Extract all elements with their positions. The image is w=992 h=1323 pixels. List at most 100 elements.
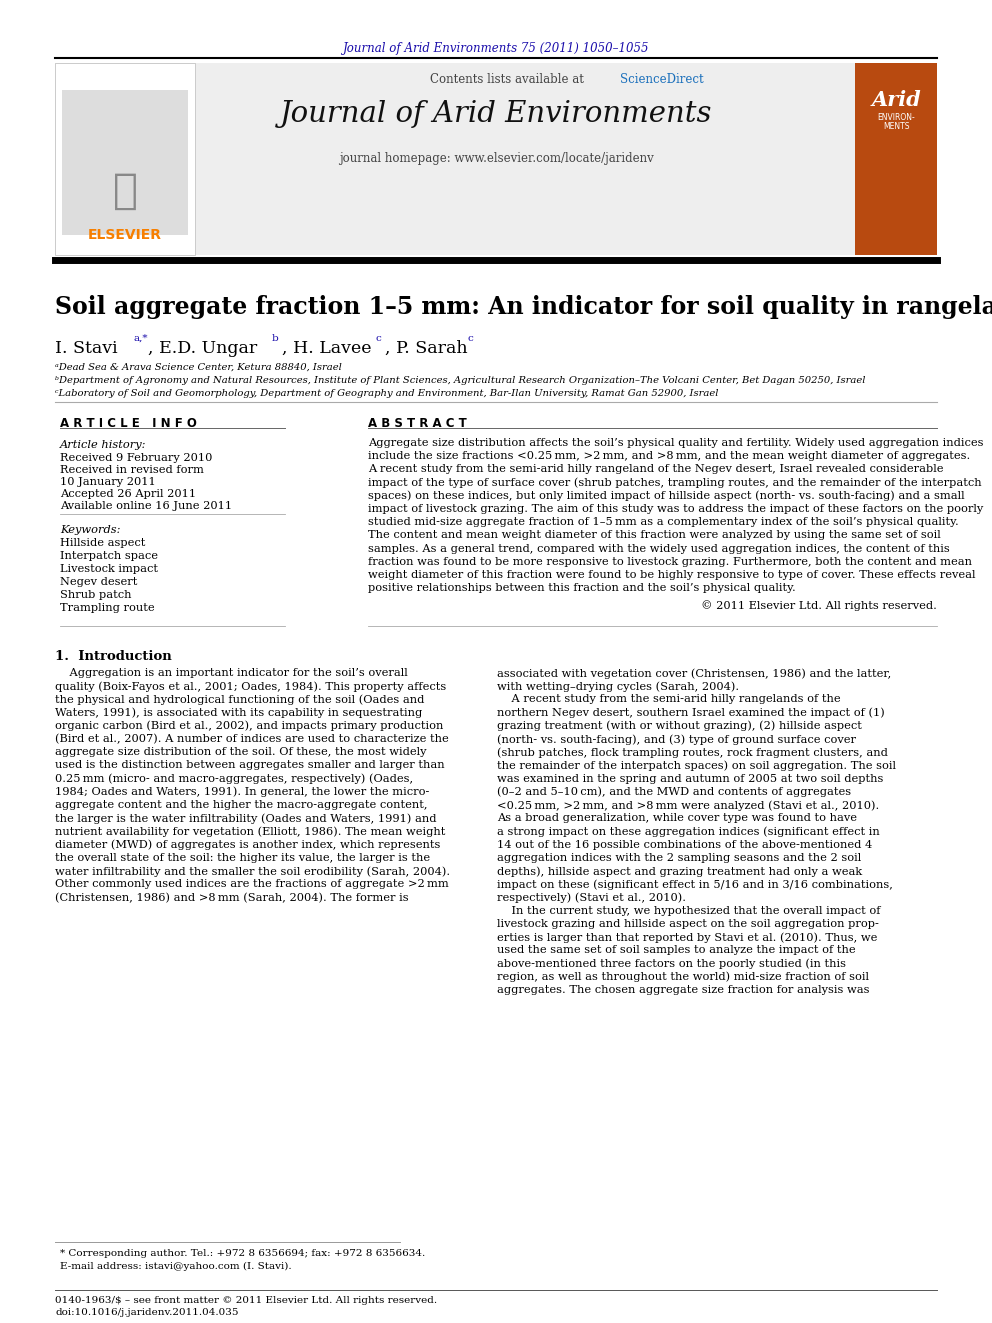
Text: with wetting–drying cycles (Sarah, 2004).: with wetting–drying cycles (Sarah, 2004)… xyxy=(497,681,739,692)
Text: aggregate size distribution of the soil. Of these, the most widely: aggregate size distribution of the soil.… xyxy=(55,747,427,757)
Text: weight diameter of this fraction were found to be highly responsive to type of c: weight diameter of this fraction were fo… xyxy=(368,570,975,579)
Text: A R T I C L E   I N F O: A R T I C L E I N F O xyxy=(60,417,196,430)
Text: Keywords:: Keywords: xyxy=(60,525,120,534)
Bar xyxy=(855,64,937,255)
Text: erties is larger than that reported by Stavi et al. (2010). Thus, we: erties is larger than that reported by S… xyxy=(497,931,877,942)
Text: Arid: Arid xyxy=(871,90,921,110)
Text: the remainder of the interpatch spaces) on soil aggregation. The soil: the remainder of the interpatch spaces) … xyxy=(497,761,896,771)
Text: diameter (MWD) of aggregates is another index, which represents: diameter (MWD) of aggregates is another … xyxy=(55,840,440,851)
Text: Available online 16 June 2011: Available online 16 June 2011 xyxy=(60,501,232,511)
Text: journal homepage: www.elsevier.com/locate/jaridenv: journal homepage: www.elsevier.com/locat… xyxy=(338,152,654,165)
Text: 1984; Oades and Waters, 1991). In general, the lower the micro-: 1984; Oades and Waters, 1991). In genera… xyxy=(55,787,430,798)
Text: 14 out of the 16 possible combinations of the above-mentioned 4: 14 out of the 16 possible combinations o… xyxy=(497,840,872,849)
Text: Journal of Arid Environments 75 (2011) 1050–1055: Journal of Arid Environments 75 (2011) 1… xyxy=(343,42,649,56)
Text: above-mentioned three factors on the poorly studied (in this: above-mentioned three factors on the poo… xyxy=(497,958,846,968)
Text: fraction was found to be more responsive to livestock grazing. Furthermore, both: fraction was found to be more responsive… xyxy=(368,557,972,566)
Text: nutrient availability for vegetation (Elliott, 1986). The mean weight: nutrient availability for vegetation (El… xyxy=(55,827,445,837)
Text: spaces) on these indices, but only limited impact of hillside aspect (north- vs.: spaces) on these indices, but only limit… xyxy=(368,491,964,501)
Text: (shrub patches, flock trampling routes, rock fragment clusters, and: (shrub patches, flock trampling routes, … xyxy=(497,747,888,758)
Text: As a broad generalization, while cover type was found to have: As a broad generalization, while cover t… xyxy=(497,814,857,823)
Text: respectively) (Stavi et al., 2010).: respectively) (Stavi et al., 2010). xyxy=(497,893,686,904)
Text: (0–2 and 5–10 cm), and the MWD and contents of aggregates: (0–2 and 5–10 cm), and the MWD and conte… xyxy=(497,787,851,798)
Text: quality (Boix-Fayos et al., 2001; Oades, 1984). This property affects: quality (Boix-Fayos et al., 2001; Oades,… xyxy=(55,681,446,692)
Text: organic carbon (Bird et al., 2002), and impacts primary production: organic carbon (Bird et al., 2002), and … xyxy=(55,721,443,732)
Text: ELSEVIER: ELSEVIER xyxy=(88,228,162,242)
Text: , P. Sarah: , P. Sarah xyxy=(385,340,467,357)
Text: Received in revised form: Received in revised form xyxy=(60,464,204,475)
Text: 10 January 2011: 10 January 2011 xyxy=(60,478,156,487)
Text: aggregates. The chosen aggregate size fraction for analysis was: aggregates. The chosen aggregate size fr… xyxy=(497,984,870,995)
Text: <0.25 mm, >2 mm, and >8 mm were analyzed (Stavi et al., 2010).: <0.25 mm, >2 mm, and >8 mm were analyzed… xyxy=(497,800,879,811)
Bar xyxy=(55,64,195,255)
Text: Other commonly used indices are the fractions of aggregate >2 mm: Other commonly used indices are the frac… xyxy=(55,880,448,889)
Text: livestock grazing and hillside aspect on the soil aggregation prop-: livestock grazing and hillside aspect on… xyxy=(497,918,879,929)
Text: Soil aggregate fraction 1–5 mm: An indicator for soil quality in rangelands: Soil aggregate fraction 1–5 mm: An indic… xyxy=(55,295,992,319)
Text: the larger is the water infiltrability (Oades and Waters, 1991) and: the larger is the water infiltrability (… xyxy=(55,814,436,824)
Text: Interpatch space: Interpatch space xyxy=(60,550,158,561)
Text: associated with vegetation cover (Christensen, 1986) and the latter,: associated with vegetation cover (Christ… xyxy=(497,668,891,679)
Text: 1.  Introduction: 1. Introduction xyxy=(55,650,172,663)
Text: Waters, 1991), is associated with its capability in sequestrating: Waters, 1991), is associated with its ca… xyxy=(55,708,423,718)
Text: Livestock impact: Livestock impact xyxy=(60,564,158,574)
Text: a,*: a,* xyxy=(133,333,148,343)
Text: was examined in the spring and autumn of 2005 at two soil depths: was examined in the spring and autumn of… xyxy=(497,774,883,783)
Text: a strong impact on these aggregation indices (significant effect in: a strong impact on these aggregation ind… xyxy=(497,827,880,837)
Text: the overall state of the soil: the higher its value, the larger is the: the overall state of the soil: the highe… xyxy=(55,853,431,863)
Text: 0.25 mm (micro- and macro-aggregates, respectively) (Oades,: 0.25 mm (micro- and macro-aggregates, re… xyxy=(55,774,413,785)
Text: ᵃDead Sea & Arava Science Center, Ketura 88840, Israel: ᵃDead Sea & Arava Science Center, Ketura… xyxy=(55,363,342,372)
Text: (Christensen, 1986) and >8 mm (Sarah, 2004). The former is: (Christensen, 1986) and >8 mm (Sarah, 20… xyxy=(55,893,409,902)
Text: impact on these (significant effect in 5/16 and in 3/16 combinations,: impact on these (significant effect in 5… xyxy=(497,880,893,890)
Text: Aggregate size distribution affects the soil’s physical quality and fertility. W: Aggregate size distribution affects the … xyxy=(368,438,983,448)
Text: water infiltrability and the smaller the soil erodibility (Sarah, 2004).: water infiltrability and the smaller the… xyxy=(55,867,450,877)
Text: Accepted 26 April 2011: Accepted 26 April 2011 xyxy=(60,490,196,499)
Text: include the size fractions <0.25 mm, >2 mm, and >8 mm, and the mean weight diame: include the size fractions <0.25 mm, >2 … xyxy=(368,451,970,462)
Bar xyxy=(55,64,937,255)
Text: The content and mean weight diameter of this fraction were analyzed by using the: The content and mean weight diameter of … xyxy=(368,531,940,540)
Text: b: b xyxy=(272,333,279,343)
Text: , H. Lavee: , H. Lavee xyxy=(282,340,371,357)
Text: (north- vs. south-facing), and (3) type of ground surface cover: (north- vs. south-facing), and (3) type … xyxy=(497,734,856,745)
Text: © 2011 Elsevier Ltd. All rights reserved.: © 2011 Elsevier Ltd. All rights reserved… xyxy=(701,601,937,611)
Text: Journal of Arid Environments: Journal of Arid Environments xyxy=(280,101,712,128)
Text: impact of the type of surface cover (shrub patches, trampling routes, and the re: impact of the type of surface cover (shr… xyxy=(368,478,982,488)
Text: Contents lists available at: Contents lists available at xyxy=(430,73,587,86)
Text: used the same set of soil samples to analyze the impact of the: used the same set of soil samples to ana… xyxy=(497,945,856,955)
Text: doi:10.1016/j.jaridenv.2011.04.035: doi:10.1016/j.jaridenv.2011.04.035 xyxy=(55,1308,238,1316)
Text: aggregate content and the higher the macro-aggregate content,: aggregate content and the higher the mac… xyxy=(55,800,428,810)
Bar xyxy=(62,90,188,235)
Text: Hillside aspect: Hillside aspect xyxy=(60,538,146,548)
Text: samples. As a general trend, compared with the widely used aggregation indices, : samples. As a general trend, compared wi… xyxy=(368,544,949,553)
Text: positive relationships between this fraction and the soil’s physical quality.: positive relationships between this frac… xyxy=(368,583,796,593)
Text: c: c xyxy=(468,333,474,343)
Text: ScienceDirect: ScienceDirect xyxy=(620,73,703,86)
Text: used is the distinction between aggregates smaller and larger than: used is the distinction between aggregat… xyxy=(55,761,444,770)
Text: Article history:: Article history: xyxy=(60,441,147,450)
Text: A recent study from the semi-arid hilly rangelands of the: A recent study from the semi-arid hilly … xyxy=(497,695,840,704)
Text: ᵇDepartment of Agronomy and Natural Resources, Institute of Plant Sciences, Agri: ᵇDepartment of Agronomy and Natural Reso… xyxy=(55,376,865,385)
Text: ENVIRON-: ENVIRON- xyxy=(877,112,915,122)
Text: impact of livestock grazing. The aim of this study was to address the impact of : impact of livestock grazing. The aim of … xyxy=(368,504,983,515)
Text: Aggregation is an important indicator for the soil’s overall: Aggregation is an important indicator fo… xyxy=(55,668,408,677)
Text: 0140-1963/$ – see front matter © 2011 Elsevier Ltd. All rights reserved.: 0140-1963/$ – see front matter © 2011 El… xyxy=(55,1297,437,1304)
Text: MENTS: MENTS xyxy=(883,122,910,131)
Text: the physical and hydrological functioning of the soil (Oades and: the physical and hydrological functionin… xyxy=(55,695,425,705)
Text: A recent study from the semi-arid hilly rangeland of the Negev desert, Israel re: A recent study from the semi-arid hilly … xyxy=(368,464,943,475)
Text: Received 9 February 2010: Received 9 February 2010 xyxy=(60,452,212,463)
Text: Shrub patch: Shrub patch xyxy=(60,590,132,601)
Text: , E.D. Ungar: , E.D. Ungar xyxy=(148,340,257,357)
Text: aggregation indices with the 2 sampling seasons and the 2 soil: aggregation indices with the 2 sampling … xyxy=(497,853,861,863)
Text: northern Negev desert, southern Israel examined the impact of (1): northern Negev desert, southern Israel e… xyxy=(497,708,885,718)
Text: grazing treatment (with or without grazing), (2) hillside aspect: grazing treatment (with or without grazi… xyxy=(497,721,862,732)
Text: depths), hillside aspect and grazing treatment had only a weak: depths), hillside aspect and grazing tre… xyxy=(497,867,862,877)
Text: * Corresponding author. Tel.: +972 8 6356694; fax: +972 8 6356634.: * Corresponding author. Tel.: +972 8 635… xyxy=(60,1249,426,1258)
Text: I. Stavi: I. Stavi xyxy=(55,340,118,357)
Text: (Bird et al., 2007). A number of indices are used to characterize the: (Bird et al., 2007). A number of indices… xyxy=(55,734,448,745)
Text: E-mail address: istavi@yahoo.com (I. Stavi).: E-mail address: istavi@yahoo.com (I. Sta… xyxy=(60,1262,292,1271)
Text: Trampling route: Trampling route xyxy=(60,603,155,613)
Text: A B S T R A C T: A B S T R A C T xyxy=(368,417,467,430)
Text: c: c xyxy=(375,333,381,343)
Text: studied mid-size aggregate fraction of 1–5 mm as a complementary index of the so: studied mid-size aggregate fraction of 1… xyxy=(368,517,958,527)
Text: ᶜLaboratory of Soil and Geomorphology, Department of Geography and Environment, : ᶜLaboratory of Soil and Geomorphology, D… xyxy=(55,389,718,398)
Text: In the current study, we hypothesized that the overall impact of: In the current study, we hypothesized th… xyxy=(497,906,881,916)
Text: 🌳: 🌳 xyxy=(112,169,138,212)
